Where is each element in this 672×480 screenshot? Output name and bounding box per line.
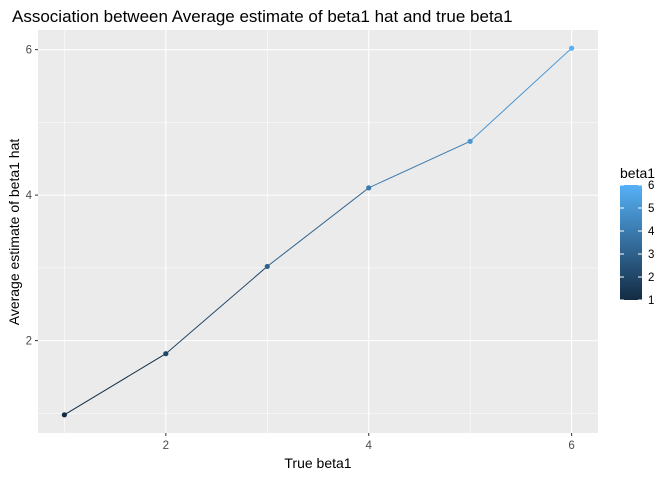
series-0-segment-0 xyxy=(64,353,167,416)
legend-label-2: 4 xyxy=(648,226,655,238)
y-tick-label-2: 6 xyxy=(26,45,32,57)
legend-ticks: 6 5 4 3 2 1 xyxy=(620,180,655,307)
x-tick-label-2: 6 xyxy=(568,440,574,452)
series-points xyxy=(61,45,575,418)
series-0-segment-2 xyxy=(266,187,370,267)
grid-major xyxy=(38,30,598,433)
y-axis-title: Average estimate of beta1 hat xyxy=(6,139,22,326)
legend-label-4: 2 xyxy=(648,272,654,284)
x-axis-ticks: 2 4 6 xyxy=(163,433,575,452)
legend-label-0: 6 xyxy=(648,180,654,192)
legend-colorbar xyxy=(620,185,642,300)
legend-title: beta1 xyxy=(620,165,655,181)
grid-minor xyxy=(38,30,598,433)
series-0-point-2 xyxy=(264,263,270,270)
legend-label-3: 3 xyxy=(648,249,654,261)
y-tick-label-1: 4 xyxy=(26,190,33,202)
series-lines xyxy=(64,47,572,416)
legend: beta1 6 5 4 3 2 1 xyxy=(620,165,655,307)
series-0-point-3 xyxy=(366,185,372,191)
series-0-point-0 xyxy=(61,412,67,418)
legend-label-1: 5 xyxy=(648,203,654,215)
plot-panel xyxy=(38,30,598,433)
chart-title: Association between Average estimate of … xyxy=(12,7,513,26)
y-tick-label-0: 2 xyxy=(26,336,32,348)
x-tick-label-0: 2 xyxy=(163,440,169,452)
x-tick-label-1: 4 xyxy=(366,440,373,452)
series-0-point-5 xyxy=(569,45,575,51)
series-0-segment-1 xyxy=(165,266,268,355)
series-0-segment-3 xyxy=(368,140,471,189)
series-0-point-1 xyxy=(163,351,169,357)
x-axis-title: True beta1 xyxy=(284,455,351,471)
series-0-segment-4 xyxy=(469,47,572,142)
y-axis-ticks: 2 4 6 xyxy=(26,45,38,348)
series-0-point-4 xyxy=(467,138,473,144)
legend-label-5: 1 xyxy=(648,295,654,307)
